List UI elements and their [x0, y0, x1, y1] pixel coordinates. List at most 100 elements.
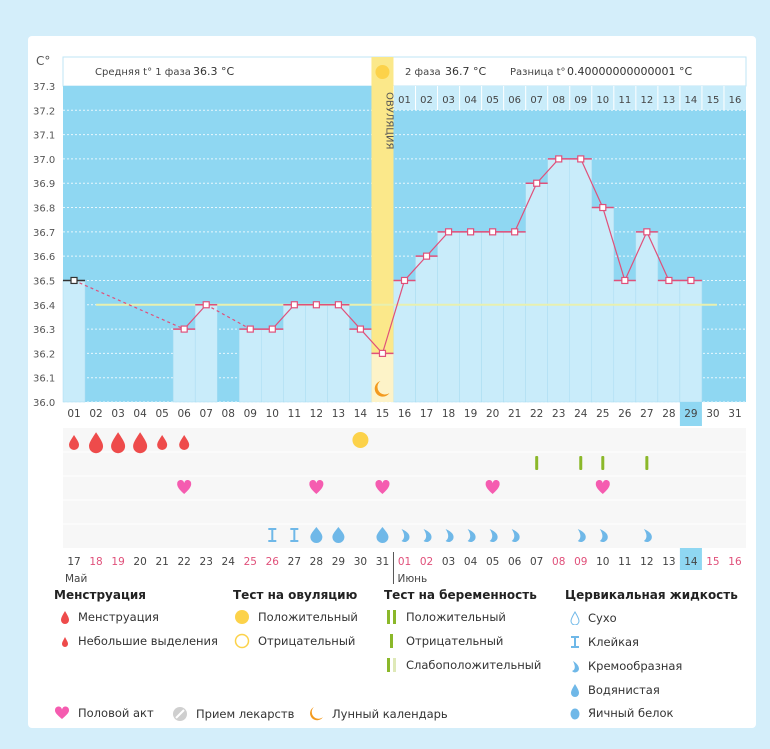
ovulation-sun-icon — [375, 65, 390, 79]
legend-ovulation-title: Тест на овуляцию — [233, 588, 358, 602]
phase2-label: 2 фаза — [405, 67, 441, 78]
diff-label: Разница t° — [510, 67, 566, 78]
y-tick-label: 36.1 — [33, 374, 55, 385]
heart-icon — [375, 479, 390, 494]
temperature-line — [381, 280, 406, 354]
calendar-date: 30 — [354, 556, 367, 568]
cycle-day-label: 01 — [67, 408, 80, 420]
calendar-date: 29 — [332, 556, 345, 568]
phase2-day-label: 03 — [442, 95, 455, 106]
blood-drop-icon — [133, 432, 148, 454]
phase2-day-label: 11 — [618, 95, 631, 106]
temperature-bar — [437, 231, 460, 403]
calendar-date: 14 — [684, 556, 698, 568]
cycle-day-label: 20 — [486, 408, 499, 420]
temperature-bar — [305, 304, 328, 403]
cycle-day-label: 28 — [662, 408, 675, 420]
y-tick-label: 37.2 — [33, 106, 55, 117]
calendar-date: 11 — [618, 556, 631, 568]
blood-drop-icon — [111, 432, 126, 454]
legend-label: Кремообразная — [588, 659, 683, 673]
cycle-day-label: 19 — [464, 408, 477, 420]
creamy-fluid-icon — [445, 529, 454, 542]
pregnancy-test-line-icon — [535, 456, 539, 470]
legend-spotting: Небольшие выделения — [60, 634, 218, 648]
hourglass-icon — [571, 636, 579, 648]
temperature-line-dashed — [205, 304, 251, 330]
cycle-day-label: 23 — [552, 408, 565, 420]
phase1-label: Средняя t° 1 фаза — [95, 67, 191, 78]
cycle-day-label: 24 — [574, 408, 588, 420]
phase2-day-label: 09 — [574, 95, 587, 106]
legend-menstruation-title: Менструация — [54, 588, 146, 602]
phase2-day-label: 13 — [663, 95, 676, 106]
diff-value: 0.40000000000001 °C — [567, 65, 692, 78]
cycle-day-label: 02 — [89, 408, 102, 420]
cycle-day-label: 07 — [200, 408, 213, 420]
temperature-line — [271, 304, 295, 330]
temperature-point — [555, 155, 563, 163]
phase2-day-label: 07 — [530, 95, 543, 106]
blood-drop-icon — [61, 611, 69, 624]
temperature-line — [646, 231, 670, 281]
temperature-bar — [459, 231, 482, 403]
calendar-date: 03 — [442, 556, 455, 568]
temperature-point — [268, 325, 276, 333]
phase2-value: 36.7 °C — [445, 65, 486, 78]
legend-label: Отрицательный — [258, 634, 356, 648]
markers-grid — [63, 428, 746, 548]
temperature-bar — [239, 328, 262, 403]
creamy-fluid-icon — [423, 529, 432, 542]
heart-icon — [54, 706, 70, 719]
phase2-day-label: 12 — [640, 95, 653, 106]
temperature-point — [599, 203, 607, 212]
temperature-line — [602, 207, 626, 281]
cycle-day-label: 11 — [288, 408, 301, 420]
legend-label: Положительный — [406, 610, 506, 624]
temperature-bar — [547, 158, 570, 403]
cycle-day-label: 09 — [244, 408, 257, 420]
phase2-day-label: 16 — [729, 95, 742, 106]
temperature-point — [180, 325, 188, 333]
watery-fluid-icon — [376, 527, 389, 543]
blood-drop-icon — [69, 435, 80, 450]
temperature-line — [426, 231, 450, 257]
temperature-point — [202, 301, 210, 309]
temperature-point — [577, 155, 585, 163]
legend-ovulation-negative: Отрицательный — [234, 633, 355, 649]
moon-icon — [374, 381, 390, 397]
curl-drop-icon — [572, 661, 579, 673]
bbt-chart: C° Средняя t° 1 фаза 36.3 °C 2 фаза 36.7 °C Р… — [33, 54, 747, 585]
legend-menstruation: Менструация — [60, 610, 159, 624]
y-tick-label: 36.7 — [33, 228, 55, 239]
cycle-day-label: 12 — [310, 408, 323, 420]
temperature-point — [444, 228, 453, 236]
creamy-fluid-icon — [401, 529, 410, 542]
ovulation-band — [371, 57, 394, 402]
water-drop-icon — [571, 684, 579, 697]
temperature-bar — [349, 328, 372, 403]
y-tick-label: 36.6 — [33, 252, 55, 263]
temperature-line-dashed — [73, 279, 185, 330]
legend-pregnancy-negative: Отрицательный — [386, 633, 503, 649]
phase2-day-label: 08 — [552, 95, 565, 106]
small-blood-drop-icon — [62, 637, 68, 647]
pregnancy-test-line-icon — [601, 456, 605, 470]
phase2-day-label: 06 — [508, 95, 521, 106]
temperature-line — [359, 328, 383, 354]
faint-line-icon — [387, 658, 396, 672]
calendar-date: 31 — [376, 556, 389, 568]
legend-pregnancy-positive: Положительный — [386, 609, 506, 625]
cycle-day-label: 29 — [684, 408, 697, 420]
blood-drop-icon — [179, 435, 190, 450]
y-tick-label: 36.0 — [33, 398, 55, 409]
creamy-fluid-icon — [467, 529, 476, 542]
y-tick-label: 37.3 — [33, 82, 55, 93]
legend-fluid-creamy: Кремообразная — [570, 659, 682, 673]
today-highlight — [679, 548, 702, 570]
heart-icon — [177, 479, 192, 494]
temperature-point — [422, 252, 431, 260]
legend-label: Клейкая — [588, 635, 639, 649]
temperature-bar — [613, 280, 637, 403]
pregnancy-test-line-icon — [579, 456, 583, 470]
